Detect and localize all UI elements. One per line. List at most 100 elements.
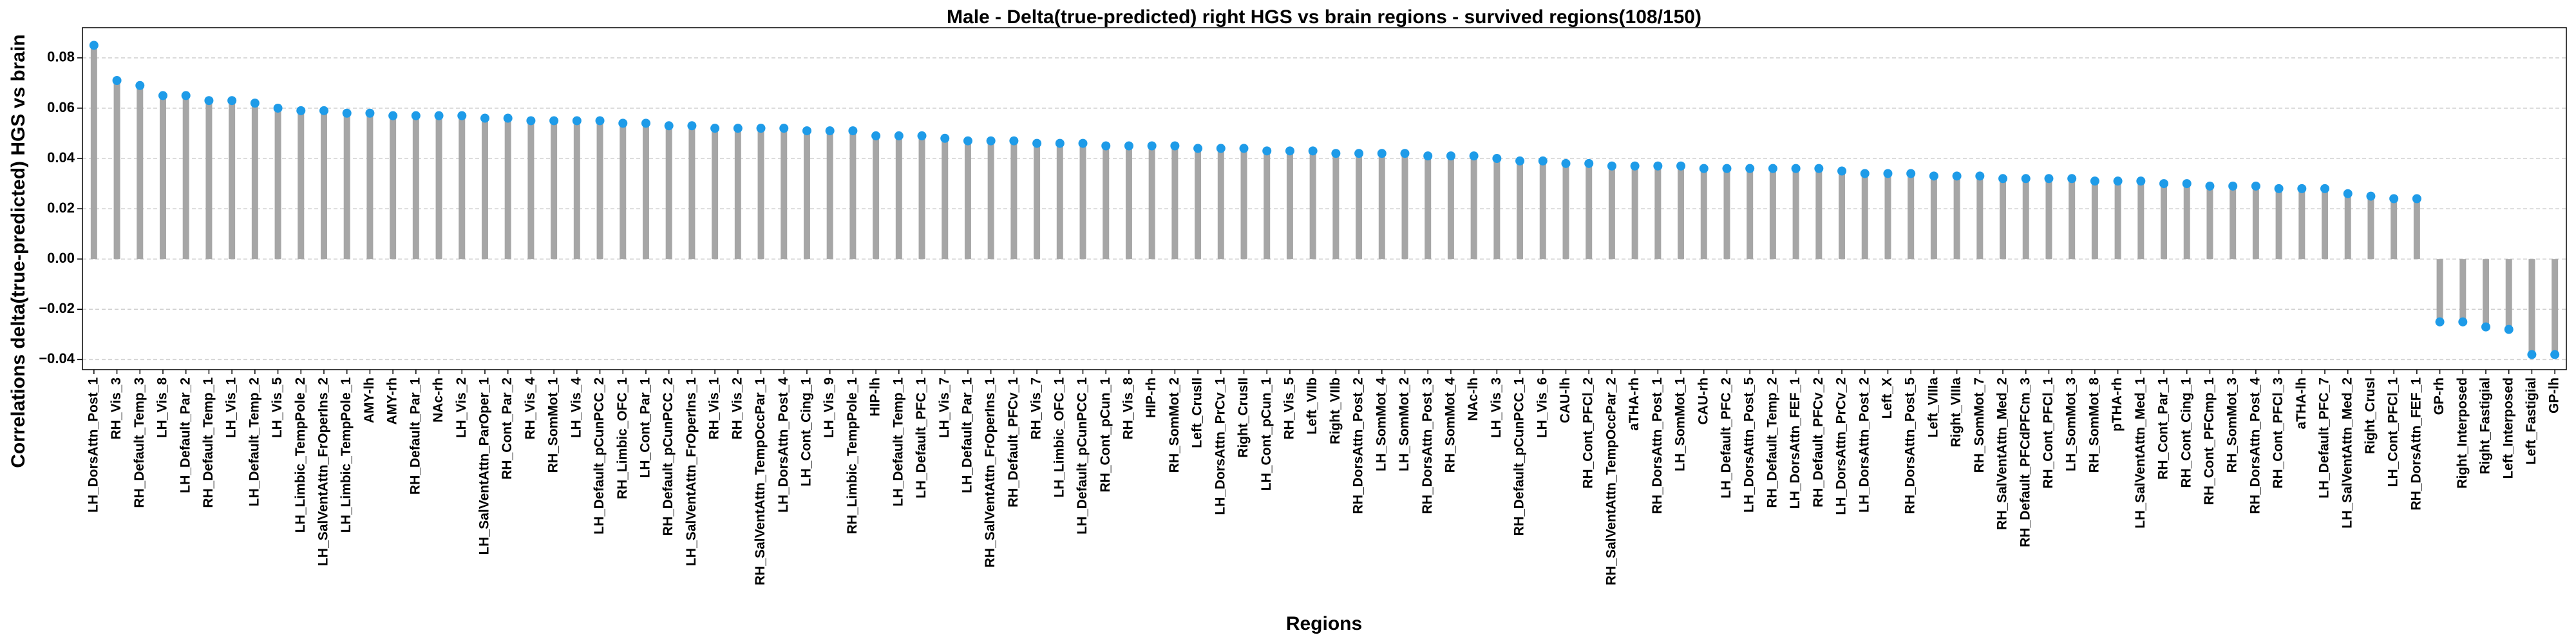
dot: [1101, 141, 1111, 151]
x-tick-label: LH_SomMot_1: [1673, 377, 1688, 471]
dot: [1262, 146, 1272, 156]
stem: [2528, 259, 2535, 355]
x-tick-label: LH_Cont_PFCl_1: [2386, 377, 2401, 488]
dot: [1975, 171, 1985, 181]
x-tick-label: RH_Default_Temp_3: [132, 377, 147, 508]
stem: [159, 95, 166, 260]
x-tick-label: RH_Cont_PFCl_2: [1581, 377, 1596, 489]
dot: [1768, 164, 1777, 173]
stem: [2022, 178, 2029, 260]
x-tick-label: RH_DorsAttn_Post_1: [1650, 377, 1665, 515]
x-tick-label: LH_SalVentAttn_Med_1: [2133, 377, 2148, 529]
stem: [1517, 160, 1524, 260]
y-tick-label: 0.02: [47, 200, 75, 216]
dot: [319, 106, 328, 115]
dot: [595, 116, 605, 126]
dot: [1998, 174, 2008, 184]
dot: [2320, 184, 2330, 193]
dot: [1354, 149, 1364, 158]
x-tick-label: LH_DorsAttn_Post_1: [86, 377, 100, 513]
stem: [1839, 171, 1846, 260]
dot: [1630, 161, 1640, 171]
x-tick-label: RH_Limbic_OFC_1: [615, 377, 630, 499]
x-tick-label: Left_VIIb: [1305, 377, 1320, 435]
dot: [135, 80, 145, 90]
stem: [688, 126, 696, 260]
dot: [2182, 179, 2192, 189]
dot: [848, 126, 858, 136]
dot: [503, 113, 513, 123]
dot: [664, 121, 674, 131]
x-tick-label: RH_SomMot_2: [1167, 377, 1182, 473]
dot: [894, 131, 904, 140]
dot: [1607, 161, 1616, 171]
dot: [1745, 164, 1755, 173]
x-tick-label: Right_Interposed: [2455, 377, 2470, 489]
stem: [2091, 181, 2098, 260]
x-tick-label: LH_Vis_4: [569, 377, 583, 438]
stem: [849, 131, 857, 260]
dot: [1170, 141, 1180, 151]
x-tick-label: RH_Default_Temp_2: [1765, 377, 1779, 508]
stem: [2505, 259, 2512, 330]
dot: [2297, 184, 2307, 193]
x-tick-label: RH_SomMot_3: [2225, 377, 2240, 473]
x-tick-label: LH_Vis_5: [270, 377, 285, 438]
stem: [1678, 166, 1685, 260]
x-tick-label: RH_Cont_Par_2: [500, 377, 515, 480]
x-tick-label: RH_SomMot_8: [2087, 377, 2101, 473]
stem: [1493, 158, 1501, 260]
y-tick-label: 0.04: [47, 149, 75, 166]
dot: [2113, 176, 2123, 186]
dot: [2205, 181, 2215, 191]
stem: [2436, 259, 2443, 322]
dot: [227, 96, 237, 106]
dot: [112, 75, 122, 85]
stem: [1608, 166, 1615, 260]
x-tick-label: LH_SomMot_4: [1374, 377, 1388, 471]
stem: [182, 95, 189, 260]
y-axis-label: Correlations delta(true-predicted) HGS v…: [8, 34, 29, 468]
stem: [2161, 184, 2168, 260]
stem: [481, 118, 488, 260]
dot: [1216, 144, 1226, 153]
x-tick-label: LH_SalVentAttn_FrOperIns_2: [316, 377, 331, 566]
dot: [687, 121, 697, 131]
y-tick-label: −0.02: [39, 300, 75, 316]
stem: [712, 128, 719, 260]
stem: [2114, 181, 2121, 260]
x-tick-label: NAc-rh: [431, 377, 446, 422]
stem: [1447, 156, 1454, 260]
y-tick-label: 0.06: [47, 99, 75, 115]
x-tick-label: Right_Fastigial: [2478, 377, 2493, 475]
x-tick-label: LH_Default_pCunPCC_2: [592, 377, 607, 535]
x-tick-label: RH_Vis_8: [1121, 377, 1135, 440]
stem: [964, 140, 971, 260]
stem: [1908, 173, 1915, 260]
x-tick-label: RH_Default_pCunPCC_1: [1512, 377, 1527, 536]
stem: [1240, 148, 1247, 260]
stem: [596, 120, 603, 260]
dot: [411, 111, 421, 120]
dot: [181, 91, 191, 100]
x-tick-label: LH_SalVentAttn_ParOper_1: [477, 377, 492, 555]
stem: [987, 140, 994, 260]
dot: [1814, 164, 1824, 173]
stem: [2045, 178, 2052, 260]
x-tick-label: LH_Default_PFC_7: [2317, 377, 2332, 498]
x-tick-label: RH_Limbic_TempPole_1: [845, 377, 860, 535]
x-tick-label: LH_DorsAttn_PrCv_1: [1213, 377, 1227, 515]
x-tick-label: RH_SalVentAttn_TempOccPar_2: [1604, 377, 1618, 585]
dot: [2274, 184, 2284, 193]
y-tick-label: 0.08: [47, 49, 75, 65]
x-tick-label: LH_Default_PFC_1: [914, 377, 929, 498]
dot: [1377, 149, 1387, 158]
stem: [205, 100, 213, 260]
dot: [1538, 156, 1548, 166]
stem: [1539, 160, 1546, 260]
stem: [1034, 143, 1041, 260]
dot: [618, 118, 628, 128]
x-tick-label: GP-rh: [2432, 377, 2447, 415]
stem: [1976, 176, 1984, 260]
